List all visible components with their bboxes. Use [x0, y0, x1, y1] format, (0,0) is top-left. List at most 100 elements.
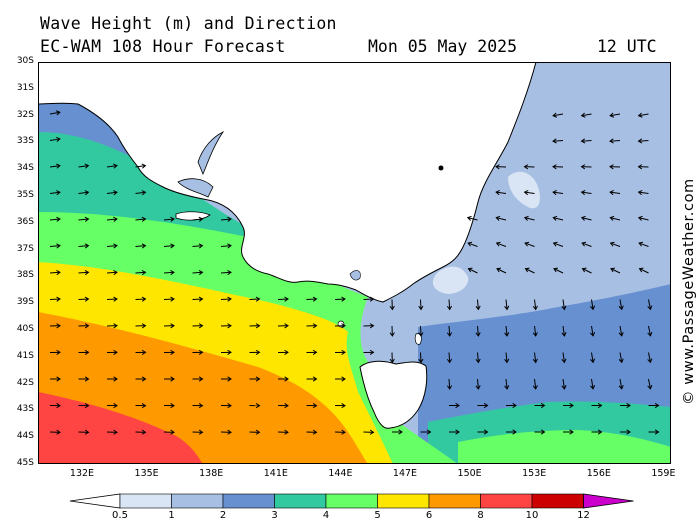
direction-arrow — [619, 299, 623, 310]
direction-arrowhead — [56, 243, 61, 249]
legend-max-pointer — [583, 493, 634, 509]
direction-arrowhead — [227, 243, 232, 249]
direction-arrow — [534, 325, 537, 336]
direction-arrow — [192, 218, 203, 221]
tasmania — [359, 360, 428, 429]
direction-arrow — [534, 352, 537, 363]
lat-label-44s: 44S — [16, 431, 34, 442]
direction-arrow — [448, 325, 451, 337]
color-legend: 0.5 1 2 3 4 5 6 8 10 12 — [60, 492, 640, 522]
legend-label: 3 — [271, 510, 278, 521]
wave-map[interactable] — [38, 62, 671, 464]
direction-arrowhead — [446, 305, 453, 311]
direction-arrowhead — [141, 349, 147, 355]
direction-arrowhead — [312, 403, 318, 409]
direction-arrowhead — [540, 429, 546, 435]
direction-arrowhead — [141, 429, 147, 435]
direction-arrow — [553, 113, 564, 117]
legend-label: 6 — [425, 510, 433, 521]
direction-arrowhead — [504, 385, 510, 390]
direction-arrowhead — [597, 429, 603, 435]
direction-arrow — [648, 299, 651, 310]
direction-arrowhead — [389, 358, 395, 364]
lat-label-42s: 42S — [16, 377, 34, 388]
direction-arrowhead — [284, 349, 289, 355]
direction-arrowhead — [56, 269, 61, 276]
direction-arrow — [553, 217, 564, 221]
direction-arrow — [505, 325, 508, 336]
direction-arrow — [591, 352, 594, 363]
legend-swatch — [222, 493, 275, 509]
lat-label-33s: 33S — [16, 136, 34, 147]
direction-arrow — [496, 268, 507, 274]
direction-arrowhead — [198, 269, 204, 276]
direction-arrowhead — [141, 296, 147, 302]
direction-arrowhead — [467, 267, 473, 273]
direction-arrowhead — [597, 402, 603, 409]
wave-direction-arrows — [49, 110, 660, 435]
direction-arrow — [524, 242, 535, 247]
direction-arrowhead — [638, 241, 644, 247]
direction-arrowhead — [532, 358, 538, 364]
lon-label-132e: 132E — [69, 468, 95, 479]
direction-arrow — [220, 245, 232, 247]
direction-arrow — [306, 298, 317, 300]
direction-arrowhead — [198, 429, 204, 435]
direction-arrow — [49, 271, 61, 274]
direction-arrowhead — [512, 402, 517, 409]
direction-arrowhead — [312, 323, 318, 329]
direction-arrow — [163, 271, 175, 274]
direction-arrow — [448, 299, 451, 310]
direction-arrow — [448, 378, 451, 390]
direction-arrowhead — [113, 349, 118, 355]
direction-arrowhead — [56, 136, 61, 142]
direction-arrow — [106, 165, 117, 168]
direction-arrowhead — [227, 429, 232, 435]
direction-arrowhead — [227, 403, 232, 409]
direction-arrow — [496, 191, 507, 194]
direction-arrowhead — [495, 215, 501, 221]
legend-label: 10 — [525, 510, 539, 521]
direction-arrowhead — [56, 429, 61, 435]
direction-arrowhead — [369, 296, 375, 302]
direction-arrowhead — [418, 305, 424, 311]
direction-arrowhead — [113, 190, 118, 196]
direction-arrowhead — [141, 269, 147, 276]
direction-arrow — [477, 378, 479, 390]
direction-arrowhead — [113, 403, 118, 409]
wave-map-canvas — [38, 62, 671, 464]
direction-arrowhead — [618, 358, 624, 364]
direction-arrowhead — [580, 138, 586, 144]
direction-arrow — [534, 378, 537, 389]
legend-label: 8 — [477, 510, 484, 521]
direction-arrowhead — [590, 332, 596, 337]
direction-arrowhead — [581, 241, 587, 247]
direction-arrowhead — [113, 216, 118, 222]
direction-arrowhead — [198, 349, 204, 355]
direction-arrow — [505, 352, 508, 363]
legend-swatch — [377, 493, 430, 509]
direction-arrowhead — [398, 429, 403, 435]
lon-label-147e: 147E — [392, 468, 418, 479]
direction-arrowhead — [170, 429, 175, 435]
direction-arrow — [135, 191, 146, 194]
direction-arrowhead — [590, 358, 596, 364]
direction-arrow — [135, 271, 146, 274]
direction-arrowhead — [609, 112, 615, 118]
direction-arrow — [553, 242, 564, 247]
direction-arrow — [135, 245, 146, 247]
gulf-st-vincent — [177, 178, 214, 198]
lat-label-36s: 36S — [16, 216, 34, 227]
direction-arrowhead — [569, 402, 574, 409]
direction-arrow — [78, 218, 89, 221]
direction-arrowhead — [255, 429, 261, 435]
direction-arrow — [562, 299, 565, 310]
legend-swatch — [428, 493, 481, 509]
direction-arrow — [220, 271, 232, 274]
direction-arrow — [562, 378, 565, 389]
direction-arrowhead — [418, 358, 424, 364]
direction-arrowhead — [341, 376, 346, 382]
direction-arrowhead — [552, 190, 557, 196]
direction-arrowhead — [141, 376, 147, 382]
direction-arrowhead — [198, 376, 204, 382]
